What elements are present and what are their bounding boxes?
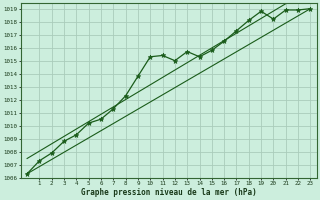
X-axis label: Graphe pression niveau de la mer (hPa): Graphe pression niveau de la mer (hPa): [81, 188, 257, 197]
